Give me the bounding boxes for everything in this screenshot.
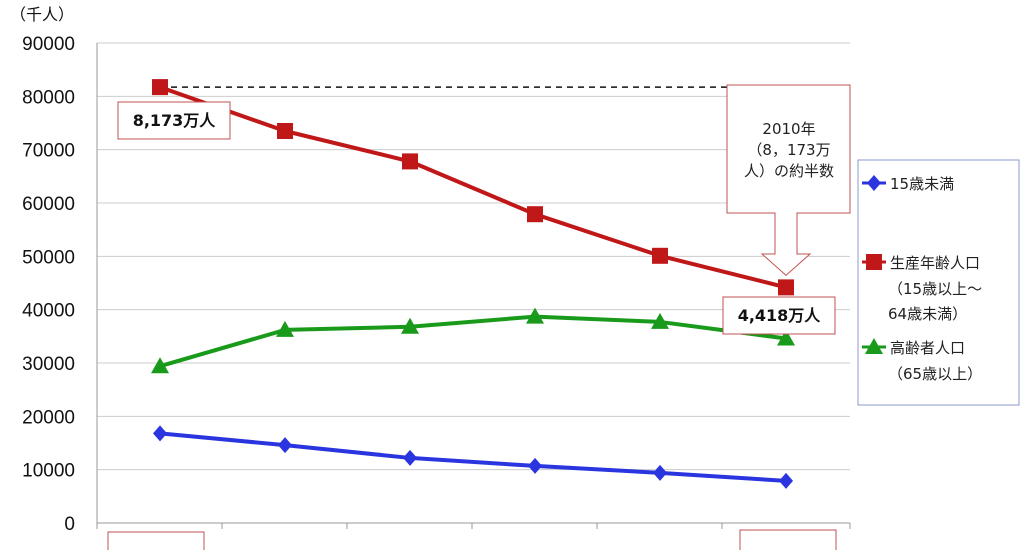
diamond-marker bbox=[867, 175, 881, 191]
square-marker bbox=[652, 247, 668, 264]
y-tick-label: 20000 bbox=[22, 407, 75, 428]
diamond-marker bbox=[403, 449, 417, 466]
series-line-1 bbox=[159, 431, 787, 483]
series-line-2 bbox=[159, 85, 787, 290]
square-marker bbox=[778, 279, 794, 296]
y-tick-label: 90000 bbox=[22, 34, 75, 55]
triangle-marker bbox=[777, 329, 795, 346]
legend-label: 高齢者人口 bbox=[890, 339, 965, 357]
half-note-callout bbox=[726, 84, 851, 277]
y-tick-label: 0 bbox=[64, 514, 75, 535]
triangle-marker bbox=[865, 338, 883, 354]
triangle-marker bbox=[401, 317, 419, 334]
square-marker bbox=[152, 79, 168, 96]
legend-label: 15歳未満 bbox=[890, 175, 954, 193]
y-tick-label: 10000 bbox=[22, 461, 75, 482]
end-year-box bbox=[739, 529, 837, 550]
y-tick-label: 70000 bbox=[22, 141, 75, 162]
half-note-line: 人）の約半数 bbox=[744, 162, 834, 180]
end-value-box bbox=[722, 296, 836, 335]
end-value-label: 4,418万人 bbox=[738, 306, 822, 325]
square-marker bbox=[527, 206, 543, 223]
y-unit-label: （千人） bbox=[10, 5, 74, 24]
diamond-marker bbox=[153, 425, 167, 442]
legend-sublabel: （65歳以上） bbox=[888, 365, 982, 383]
y-tick-label: 60000 bbox=[22, 194, 75, 215]
diamond-marker bbox=[779, 472, 793, 489]
series-line-3 bbox=[159, 314, 787, 369]
diamond-marker bbox=[278, 437, 292, 454]
triangle-marker bbox=[151, 357, 169, 374]
annotations: 8,173万人 4,418万人 2010年 （8，173万人）の約半数 bbox=[107, 84, 851, 550]
legend-box bbox=[857, 159, 1020, 406]
square-marker bbox=[277, 123, 293, 139]
start-value-box bbox=[117, 101, 231, 140]
triangle-marker bbox=[276, 320, 294, 337]
triangle-marker bbox=[526, 307, 544, 324]
half-note-line: （8，173万 bbox=[747, 141, 830, 159]
half-note-line: 2010年 bbox=[762, 120, 815, 138]
legend-sublabel: （15歳以上～ bbox=[888, 280, 982, 298]
square-marker bbox=[866, 254, 882, 270]
y-tick-label: 40000 bbox=[22, 301, 75, 322]
legend-sublabel: 64歳未満） bbox=[888, 305, 967, 323]
start-value-label: 8,173万人 bbox=[133, 111, 217, 130]
gridlines bbox=[96, 42, 851, 529]
series-lines bbox=[151, 79, 795, 489]
y-tick-label: 50000 bbox=[22, 247, 75, 268]
y-tick-labels: 0 10000 20000 30000 40000 50000 60000 70000 8000… bbox=[22, 34, 75, 535]
square-marker bbox=[402, 153, 418, 170]
start-year-box bbox=[107, 531, 205, 550]
diamond-marker bbox=[653, 464, 667, 481]
triangle-marker bbox=[651, 312, 669, 329]
y-tick-label: 80000 bbox=[22, 87, 75, 108]
legend-label: 生産年齢人口 bbox=[890, 254, 980, 272]
diamond-marker bbox=[528, 457, 542, 474]
y-tick-label: 30000 bbox=[22, 354, 75, 375]
